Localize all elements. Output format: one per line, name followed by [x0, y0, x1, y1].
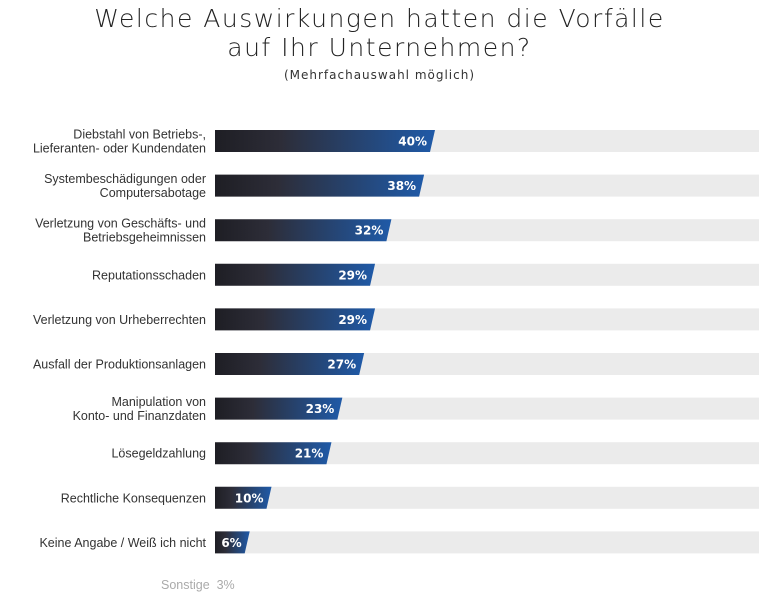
- bar: [215, 442, 332, 465]
- data-label: 32%: [355, 224, 384, 238]
- data-label: 38%: [387, 179, 416, 193]
- chart-subtitle: (Mehrfachauswahl möglich): [283, 68, 476, 82]
- bar: [215, 397, 343, 420]
- bar: [215, 531, 250, 554]
- chart-title-line-1: Welche Auswirkungen hatten die Vorfälle: [94, 4, 665, 33]
- footnote-other: Sonstige 3%: [161, 578, 235, 592]
- bar-track: [215, 486, 759, 509]
- category-label: Reputationsschaden: [92, 268, 206, 282]
- bar: [215, 130, 435, 152]
- data-label: 23%: [306, 402, 335, 416]
- category-label: Keine Angabe / Weiß ich nicht: [39, 536, 206, 550]
- footnote-label: Sonstige: [161, 578, 210, 592]
- bar: [215, 174, 425, 197]
- category-label: Systembeschädigungen oder: [44, 172, 206, 186]
- category-label: Konto- und Finanzdaten: [73, 409, 206, 423]
- data-label: 29%: [338, 313, 367, 327]
- data-label: 27%: [327, 358, 356, 372]
- bar: [215, 263, 376, 286]
- data-label: 29%: [338, 268, 367, 282]
- category-label: Verletzung von Urheberrechten: [33, 313, 206, 327]
- bar-track: [215, 397, 759, 420]
- data-label: 6%: [221, 536, 241, 550]
- chart-title-line-2: auf Ihr Unternehmen?: [227, 33, 532, 62]
- bar: [215, 353, 365, 375]
- bar-track: [215, 442, 759, 465]
- category-label: Betriebsgeheimnissen: [83, 231, 206, 245]
- bar: [215, 308, 376, 331]
- category-label: Verletzung von Geschäfts- und: [35, 217, 206, 231]
- data-label: 10%: [235, 491, 264, 505]
- category-label: Computersabotage: [100, 186, 206, 200]
- category-label: Rechtliche Konsequenzen: [61, 491, 206, 505]
- bar-track: [215, 531, 759, 554]
- footnote-value: 3%: [216, 578, 235, 592]
- data-label: 21%: [295, 447, 324, 461]
- category-label: Lösegeldzahlung: [111, 447, 206, 461]
- category-label: Ausfall der Produktionsanlagen: [33, 358, 206, 372]
- category-label: Manipulation von: [111, 395, 206, 409]
- data-label: 40%: [398, 135, 427, 149]
- category-label: Diebstahl von Betriebs-,: [73, 128, 206, 142]
- bar: [215, 486, 272, 509]
- category-label: Lieferanten- oder Kundendaten: [33, 142, 206, 156]
- bar: [215, 219, 392, 242]
